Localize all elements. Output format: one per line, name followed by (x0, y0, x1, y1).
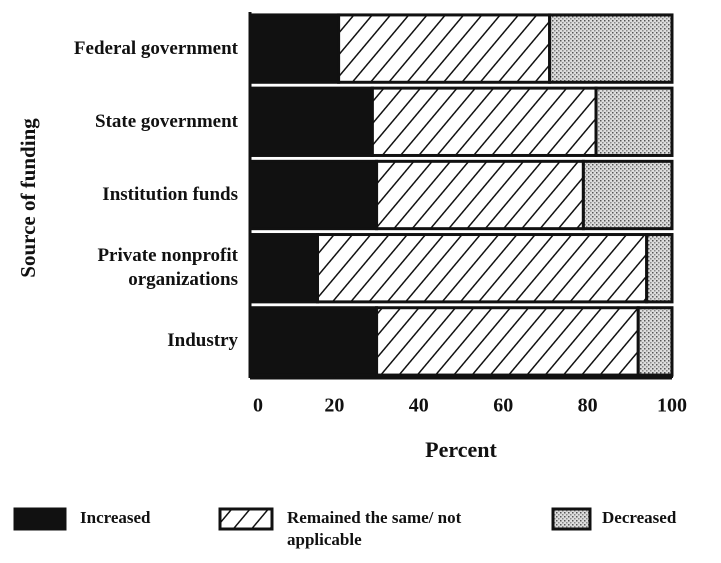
x-tick-label: 100 (657, 395, 687, 417)
legend-label: Decreased (602, 508, 677, 527)
y-axis-label: Source of funding (16, 118, 40, 278)
category-label: Industry (167, 330, 238, 352)
bar-segment (248, 306, 379, 377)
bar-segment (645, 233, 674, 304)
legend-swatch (218, 507, 274, 531)
category-label: Private nonprofit organizations (97, 245, 238, 291)
legend-swatch (551, 507, 592, 531)
bar-segment (594, 86, 674, 157)
bar-segment (337, 13, 552, 84)
legend-swatch (13, 507, 67, 531)
category-label: Federal government (73, 37, 238, 59)
x-tick-label: 0 (253, 395, 263, 417)
x-tick-label: 40 (409, 395, 429, 417)
x-tick-label: 80 (578, 395, 598, 417)
bar-segment (581, 159, 674, 231)
category-label: State government (95, 110, 238, 132)
bar-segment (248, 233, 320, 304)
x-tick-label: 20 (324, 395, 344, 417)
bar-segment (548, 13, 674, 84)
x-tick-label: 60 (493, 395, 513, 417)
x-axis-label: Percent (425, 437, 497, 462)
legend-label: Remained the same/ not applicable (287, 508, 462, 549)
bar-segment (370, 86, 598, 157)
bar-segment (636, 306, 674, 377)
bar-segment (375, 159, 585, 231)
bar-segment (248, 13, 341, 84)
bar-segment (316, 233, 649, 304)
bar-segment (248, 86, 374, 157)
bar-segment (248, 159, 379, 231)
category-label: Institution funds (102, 184, 238, 205)
bar-segment (375, 306, 640, 377)
legend-label: Increased (80, 508, 151, 527)
